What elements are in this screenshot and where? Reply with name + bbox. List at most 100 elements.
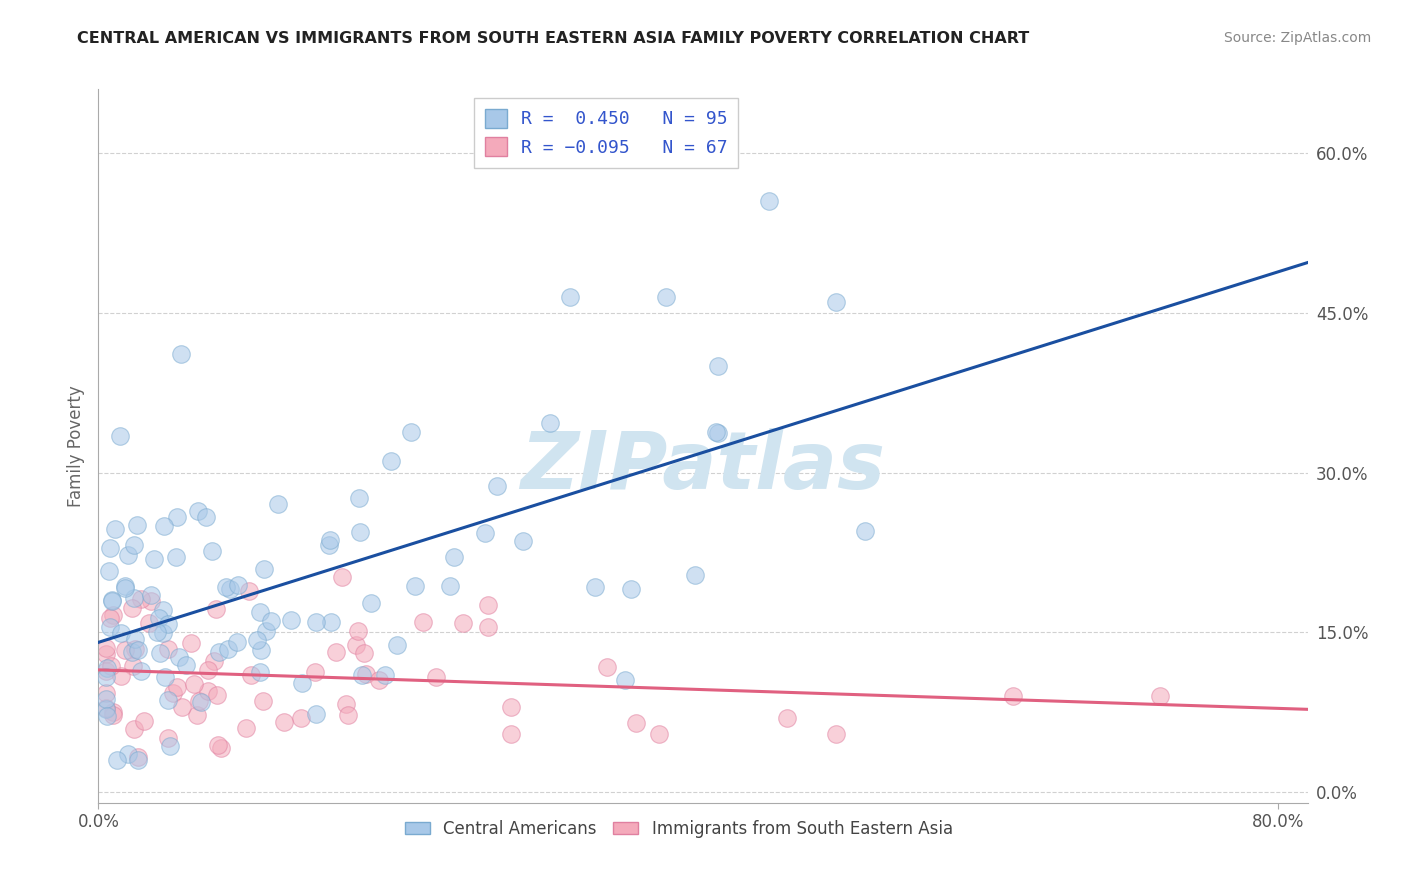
Point (167, 649, 190, 664)
Point (170, 347, 193, 361)
Point (129, 664, 152, 678)
Point (280, 613, 302, 627)
Point (477, 599, 499, 613)
Point (157, 693, 180, 707)
Point (94, 641, 117, 656)
Point (205, 688, 228, 702)
Point (349, 491, 371, 505)
Point (166, 510, 188, 524)
Point (225, 635, 247, 649)
Point (122, 591, 145, 605)
Point (110, 626, 132, 640)
Point (96, 661, 118, 675)
Point (349, 524, 371, 539)
Point (240, 667, 263, 681)
Point (249, 605, 271, 619)
Point (94, 702, 117, 716)
Point (485, 479, 508, 493)
Point (1149, 690, 1171, 704)
Point (131, 591, 153, 606)
Point (404, 579, 426, 593)
Point (451, 616, 474, 631)
Point (166, 680, 188, 694)
Point (219, 582, 242, 596)
Point (159, 739, 181, 753)
Point (103, 708, 125, 723)
Point (187, 694, 209, 708)
Point (202, 653, 225, 667)
Point (122, 722, 145, 736)
Point (249, 665, 271, 679)
Point (146, 624, 169, 639)
Point (706, 425, 728, 439)
Point (267, 497, 290, 511)
Point (180, 636, 202, 650)
Legend: Central Americans, Immigrants from South Eastern Asia: Central Americans, Immigrants from South… (398, 814, 959, 845)
Point (148, 646, 170, 660)
Point (114, 581, 136, 595)
Point (101, 594, 124, 608)
Point (217, 641, 239, 656)
Point (655, 290, 678, 304)
Point (304, 665, 326, 679)
Point (583, 580, 606, 594)
Point (124, 641, 146, 656)
Point (121, 601, 143, 615)
Point (250, 643, 273, 657)
Point (304, 615, 326, 629)
Point (190, 695, 212, 709)
Point (824, 726, 846, 740)
Point (387, 638, 409, 652)
Point (122, 537, 145, 551)
Point (620, 582, 643, 597)
Point (205, 602, 228, 616)
Point (380, 454, 402, 468)
Point (1001, 690, 1024, 704)
Point (132, 714, 155, 728)
Point (157, 616, 180, 631)
Point (110, 669, 132, 683)
Point (98, 610, 121, 624)
Point (319, 533, 342, 547)
Point (477, 620, 499, 634)
Point (758, 194, 780, 208)
Point (100, 659, 122, 673)
Point (209, 741, 232, 756)
Point (127, 753, 149, 767)
Point (260, 614, 283, 628)
Point (98, 565, 121, 579)
Point (305, 706, 328, 721)
Point (94, 664, 117, 678)
Point (157, 731, 180, 745)
Point (228, 578, 250, 592)
Point (273, 715, 295, 730)
Point (94, 691, 117, 706)
Point (94, 700, 117, 714)
Point (360, 596, 382, 610)
Point (98, 620, 121, 634)
Point (105, 753, 128, 767)
Point (425, 670, 447, 684)
Point (215, 581, 238, 595)
Point (291, 676, 314, 690)
Point (399, 425, 422, 439)
Point (824, 295, 846, 310)
Point (337, 708, 360, 723)
Point (152, 603, 174, 617)
Point (439, 579, 461, 593)
Point (170, 700, 193, 714)
Point (121, 645, 143, 659)
Point (560, 290, 582, 304)
Point (94, 685, 117, 699)
Y-axis label: Family Poverty: Family Poverty (66, 385, 84, 507)
Point (94, 670, 117, 684)
Point (197, 684, 219, 698)
Point (335, 698, 357, 712)
Point (125, 517, 148, 532)
Point (98, 541, 121, 555)
Point (101, 593, 124, 607)
Point (374, 668, 396, 682)
Point (183, 676, 205, 690)
Point (197, 663, 219, 677)
Point (321, 615, 343, 629)
